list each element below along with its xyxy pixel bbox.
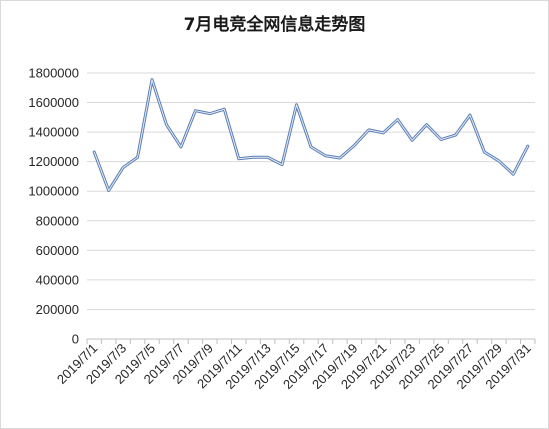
y-tick-label: 600000 bbox=[36, 243, 79, 258]
y-tick-label: 1200000 bbox=[28, 154, 79, 169]
series-line bbox=[92, 78, 530, 192]
y-tick-label: 1600000 bbox=[28, 95, 79, 110]
y-tick-label: 400000 bbox=[36, 272, 79, 287]
chart-title: 7月电竞全网信息走势图 bbox=[183, 15, 366, 35]
gridlines bbox=[87, 72, 535, 340]
y-tick-label: 1000000 bbox=[28, 184, 79, 199]
y-tick-label: 1800000 bbox=[28, 66, 79, 81]
series bbox=[92, 78, 530, 192]
y-tick-label: 1400000 bbox=[28, 125, 79, 140]
y-tick-label: 200000 bbox=[36, 302, 79, 317]
series-line-highlight bbox=[93, 79, 529, 191]
y-tick-label: 800000 bbox=[36, 213, 79, 228]
y-axis: 0 200000 400000 600000 800000 1000000 1200000 1… bbox=[28, 66, 79, 347]
x-axis: 2019/7/12019/7/32019/7/52019/7/72019/7/9… bbox=[54, 339, 536, 392]
y-tick-label: 0 bbox=[72, 332, 79, 347]
